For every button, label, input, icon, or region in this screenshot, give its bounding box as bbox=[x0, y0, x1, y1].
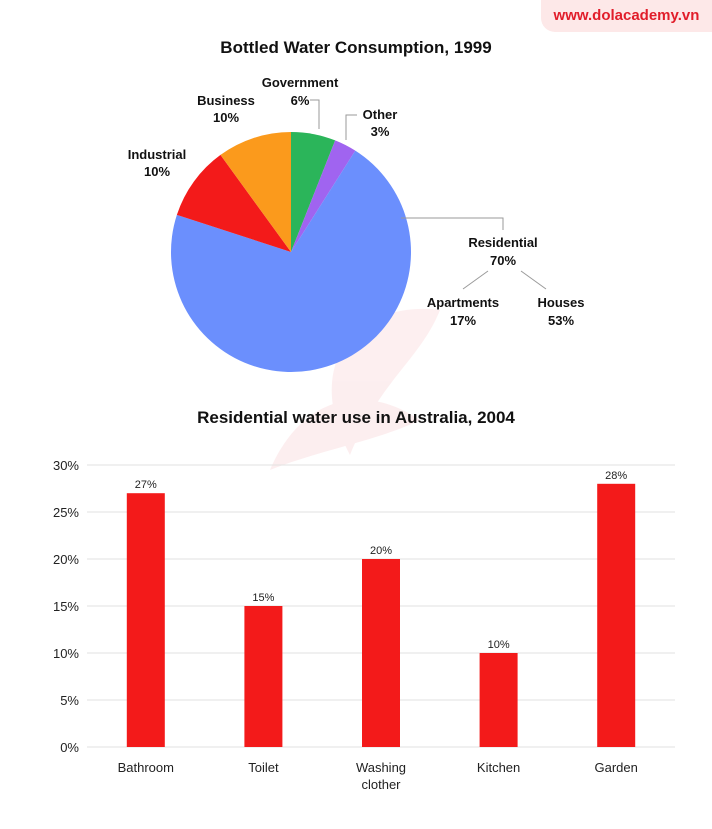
data-label-kitchen: 10% bbox=[488, 639, 510, 651]
pie-label-industrial-name: Industrial bbox=[128, 147, 187, 162]
y-tick-label: 5% bbox=[60, 693, 79, 708]
y-tick-label: 10% bbox=[53, 646, 79, 661]
leader-houses bbox=[520, 270, 547, 290]
y-tick-label: 15% bbox=[53, 599, 79, 614]
pie-slices bbox=[170, 132, 411, 372]
pie-slice-residential bbox=[170, 150, 411, 372]
leader-other bbox=[345, 114, 357, 140]
bar-kitchen bbox=[479, 653, 518, 747]
watermark-text: www.dolacademy.vn bbox=[553, 7, 700, 24]
y-tick-label: 25% bbox=[53, 505, 79, 520]
pie-label-other-name: Other bbox=[363, 107, 398, 122]
pie-label-apartments-name: Apartments bbox=[427, 295, 499, 310]
data-label-washing-clother: 20% bbox=[370, 545, 392, 557]
pie-slice-business bbox=[220, 132, 291, 252]
pie-label-apartments-value: 17% bbox=[450, 313, 476, 328]
pie-leader-lines bbox=[310, 99, 547, 290]
pie-label-government-value: 6% bbox=[291, 93, 310, 108]
bar-bars bbox=[126, 483, 636, 747]
pie-label-industrial-value: 10% bbox=[144, 164, 170, 179]
pie-label-residential: Residential 70% bbox=[468, 235, 537, 268]
x-tick-label-bathroom: Bathroom bbox=[118, 760, 174, 775]
data-label-toilet: 15% bbox=[252, 592, 274, 604]
pie-label-business-value: 10% bbox=[213, 110, 239, 125]
pie-label-business: Business 10% bbox=[197, 93, 255, 125]
x-tick-label-garden: Garden bbox=[595, 760, 638, 775]
x-tick-label-kitchen: Kitchen bbox=[477, 760, 520, 775]
pie-title: Bottled Water Consumption, 1999 bbox=[220, 38, 491, 57]
bar-data-labels: 27% 15% 20% 10% 28% bbox=[135, 470, 628, 651]
data-label-garden: 28% bbox=[605, 470, 627, 482]
pie-label-residential-value: 70% bbox=[490, 253, 516, 268]
bar-washing-clother bbox=[362, 559, 400, 747]
bar-bathroom bbox=[126, 493, 165, 747]
y-tick-label: 0% bbox=[60, 740, 79, 755]
y-tick-label: 20% bbox=[53, 552, 79, 567]
pie-slice-government bbox=[291, 132, 336, 252]
pie-label-industrial: Industrial 10% bbox=[128, 147, 187, 179]
leader-government bbox=[310, 99, 320, 129]
pie-label-houses-name: Houses bbox=[538, 295, 585, 310]
leader-residential bbox=[401, 217, 504, 230]
x-tick-label-washing-clother: Washing bbox=[356, 760, 406, 775]
pie-label-apartments: Apartments 17% bbox=[427, 295, 499, 328]
bar-garden bbox=[597, 483, 636, 747]
leader-apartments bbox=[462, 270, 489, 290]
pie-label-business-name: Business bbox=[197, 93, 255, 108]
bar-toilet bbox=[244, 606, 283, 747]
pie-label-government: Government 6% bbox=[262, 75, 339, 108]
bar-x-tick-labels: Bathroom Toilet Washing clother Kitchen Garde… bbox=[118, 760, 638, 792]
bar-title: Residential water use in Australia, 2004 bbox=[197, 408, 515, 427]
pie-label-residential-name: Residential bbox=[468, 235, 537, 250]
pie-label-other: Other 3% bbox=[363, 107, 398, 139]
watermark-badge: www.dolacademy.vn bbox=[541, 0, 712, 32]
pie-label-houses: Houses 53% bbox=[538, 295, 585, 328]
data-label-bathroom: 27% bbox=[135, 479, 157, 491]
pie-label-government-name: Government bbox=[262, 75, 339, 90]
bar-y-tick-labels: 0% 5% 10% 15% 20% 25% 30% bbox=[53, 458, 79, 755]
y-tick-label: 30% bbox=[53, 458, 79, 473]
pie-slice-other bbox=[291, 140, 356, 252]
pie-slice-industrial bbox=[176, 154, 291, 252]
pie-label-other-value: 3% bbox=[371, 124, 390, 139]
pie-label-houses-value: 53% bbox=[548, 313, 574, 328]
x-tick-label-washing-clother: clother bbox=[361, 777, 401, 792]
x-tick-label-toilet: Toilet bbox=[248, 760, 279, 775]
